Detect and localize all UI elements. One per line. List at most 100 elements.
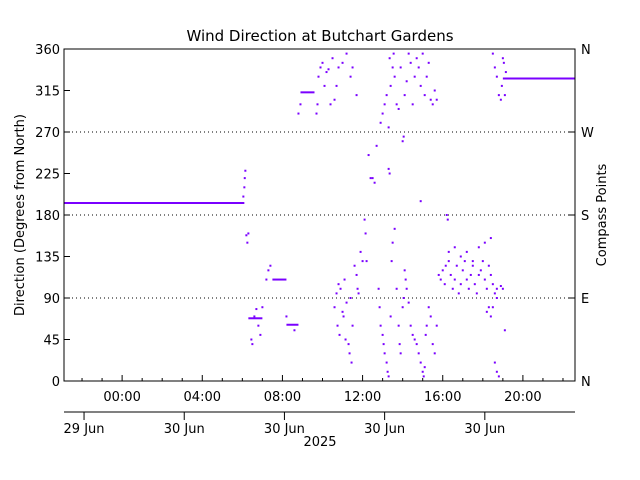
- wind-point: [267, 269, 270, 272]
- wind-point: [444, 264, 447, 267]
- wind-point: [483, 278, 486, 281]
- wind-point: [419, 84, 422, 87]
- wind-point: [243, 177, 246, 180]
- wind-point: [415, 343, 418, 346]
- wind-point: [497, 375, 500, 378]
- y-axis-label: Direction (Degrees from North): [13, 114, 28, 316]
- wind-point: [502, 61, 505, 64]
- wind-point: [493, 66, 496, 69]
- wind-point: [399, 66, 402, 69]
- wind-point: [422, 375, 425, 378]
- wind-point: [425, 324, 428, 327]
- wind-point: [253, 315, 256, 318]
- wind-point: [405, 80, 408, 83]
- wind-point: [341, 61, 344, 64]
- wind-point: [421, 52, 424, 55]
- wind-point: [413, 75, 416, 78]
- wind-point: [397, 324, 400, 327]
- wind-point: [485, 287, 488, 290]
- wind-point: [392, 52, 395, 55]
- wind-point: [383, 103, 386, 106]
- wind-point: [389, 84, 392, 87]
- wind-point: [347, 343, 350, 346]
- wind-point: [327, 68, 330, 71]
- wind-point: [393, 227, 396, 230]
- wind-point: [487, 264, 490, 267]
- wind-point: [423, 366, 426, 369]
- year-label: 2025: [303, 435, 336, 450]
- wind-point: [357, 292, 360, 295]
- wind-point: [397, 107, 400, 110]
- wind-point: [423, 94, 426, 97]
- wind-point: [467, 287, 470, 290]
- wind-point: [493, 292, 496, 295]
- wind-point: [503, 329, 506, 332]
- wind-point: [403, 269, 406, 272]
- wind-point: [471, 264, 474, 267]
- wind-point: [333, 306, 336, 309]
- wind-point: [429, 315, 432, 318]
- wind-point: [356, 287, 359, 290]
- wind-point: [497, 94, 500, 97]
- wind-point: [349, 75, 352, 78]
- wind-point: [250, 338, 253, 341]
- date-label: 30 Jun: [364, 422, 405, 437]
- wind-point: [459, 283, 462, 286]
- date-label: 29 Jun: [64, 422, 105, 437]
- wind-point: [447, 250, 450, 253]
- wind-point: [269, 264, 272, 267]
- y-tick-label: 360: [35, 43, 60, 58]
- wind-point: [386, 370, 389, 373]
- y-tick-label: 45: [43, 334, 60, 349]
- wind-point: [419, 200, 422, 203]
- wind-point: [369, 177, 372, 180]
- wind-point: [353, 264, 356, 267]
- wind-point: [403, 94, 406, 97]
- wind-point: [337, 66, 340, 69]
- wind-point: [385, 94, 388, 97]
- wind-point: [431, 343, 434, 346]
- wind-point: [388, 172, 391, 175]
- wind-point: [461, 269, 464, 272]
- wind-point: [446, 218, 449, 221]
- y2-tick-label: E: [581, 292, 589, 307]
- wind-point: [297, 112, 300, 115]
- wind-point: [387, 126, 390, 129]
- wind-point: [319, 66, 322, 69]
- wind-point: [495, 287, 498, 290]
- wind-point: [398, 343, 401, 346]
- wind-point: [465, 278, 468, 281]
- wind-point: [402, 297, 405, 299]
- wind-point: [377, 287, 380, 290]
- wind-point: [417, 352, 420, 355]
- wind-point: [348, 352, 351, 355]
- wind-point: [335, 84, 338, 87]
- wind-point: [493, 361, 496, 364]
- wind-point: [333, 98, 336, 101]
- wind-point: [499, 98, 502, 101]
- wind-point: [365, 260, 368, 263]
- x-tick-label: 20:00: [504, 390, 541, 405]
- wind-point: [317, 75, 320, 78]
- wind-point: [385, 361, 388, 364]
- wind-point: [401, 306, 404, 309]
- wind-point: [495, 370, 498, 373]
- wind-point: [395, 287, 398, 290]
- y2-axis-label: Compass Points: [595, 163, 610, 266]
- wind-point: [367, 154, 370, 157]
- wind-point: [451, 287, 454, 290]
- wind-point: [427, 61, 430, 64]
- wind-point: [391, 241, 394, 244]
- wind-point: [463, 260, 466, 263]
- wind-point: [391, 66, 394, 69]
- x-tick-label: 16:00: [424, 390, 461, 405]
- wind-point: [471, 260, 474, 263]
- wind-point: [469, 273, 472, 276]
- wind-point: [433, 352, 436, 355]
- wind-point: [361, 260, 364, 263]
- wind-point: [479, 269, 482, 272]
- wind-point: [437, 273, 440, 276]
- wind-point: [259, 333, 262, 336]
- wind-point: [243, 186, 246, 189]
